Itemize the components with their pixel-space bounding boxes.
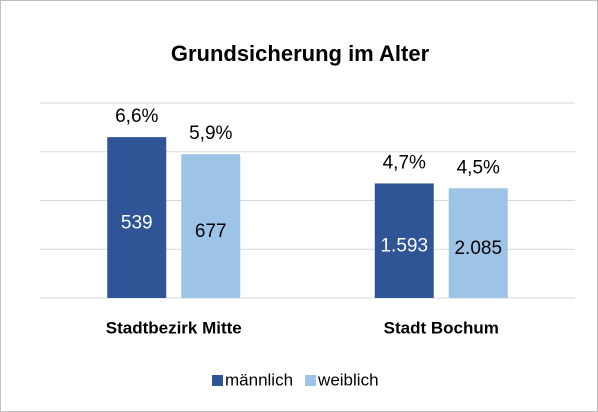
value-label: 4,7% — [383, 152, 426, 173]
count-label: 539 — [121, 213, 153, 234]
legend-swatch — [305, 375, 317, 386]
chart-title: Grundsicherung im Alter — [171, 41, 430, 66]
legend-swatch — [212, 375, 223, 386]
bar — [107, 137, 167, 298]
bar — [181, 154, 241, 298]
legend-label: männlich — [225, 370, 293, 389]
count-label: 677 — [195, 221, 227, 242]
value-label: 5,9% — [189, 123, 232, 144]
count-label: 1.593 — [380, 236, 428, 257]
bar — [448, 188, 508, 298]
bar — [374, 183, 434, 298]
x-tick-label: Stadt Bochum — [384, 318, 499, 337]
value-label: 6,6% — [115, 106, 158, 127]
value-label: 4,5% — [457, 157, 500, 178]
x-tick-label: Stadtbezirk Mitte — [106, 318, 242, 337]
legend-label: weiblich — [317, 370, 378, 389]
count-label: 2.085 — [454, 238, 502, 259]
